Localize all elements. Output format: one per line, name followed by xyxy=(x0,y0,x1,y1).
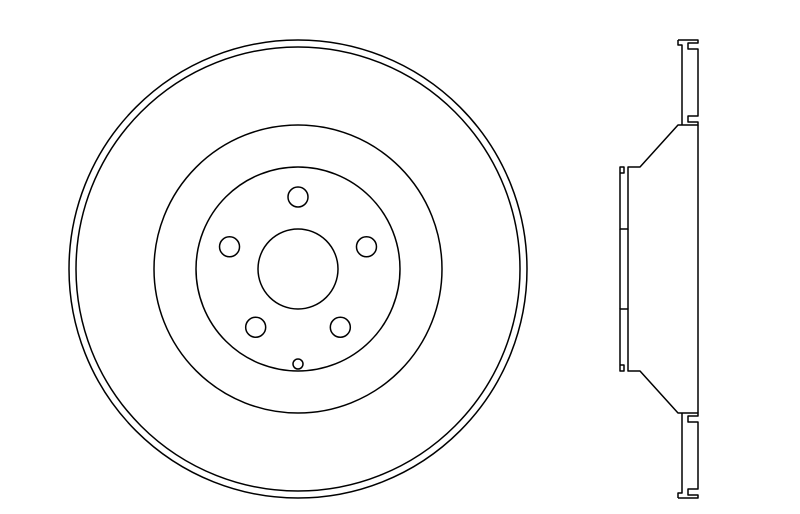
brake-rotor-diagram xyxy=(0,0,800,514)
